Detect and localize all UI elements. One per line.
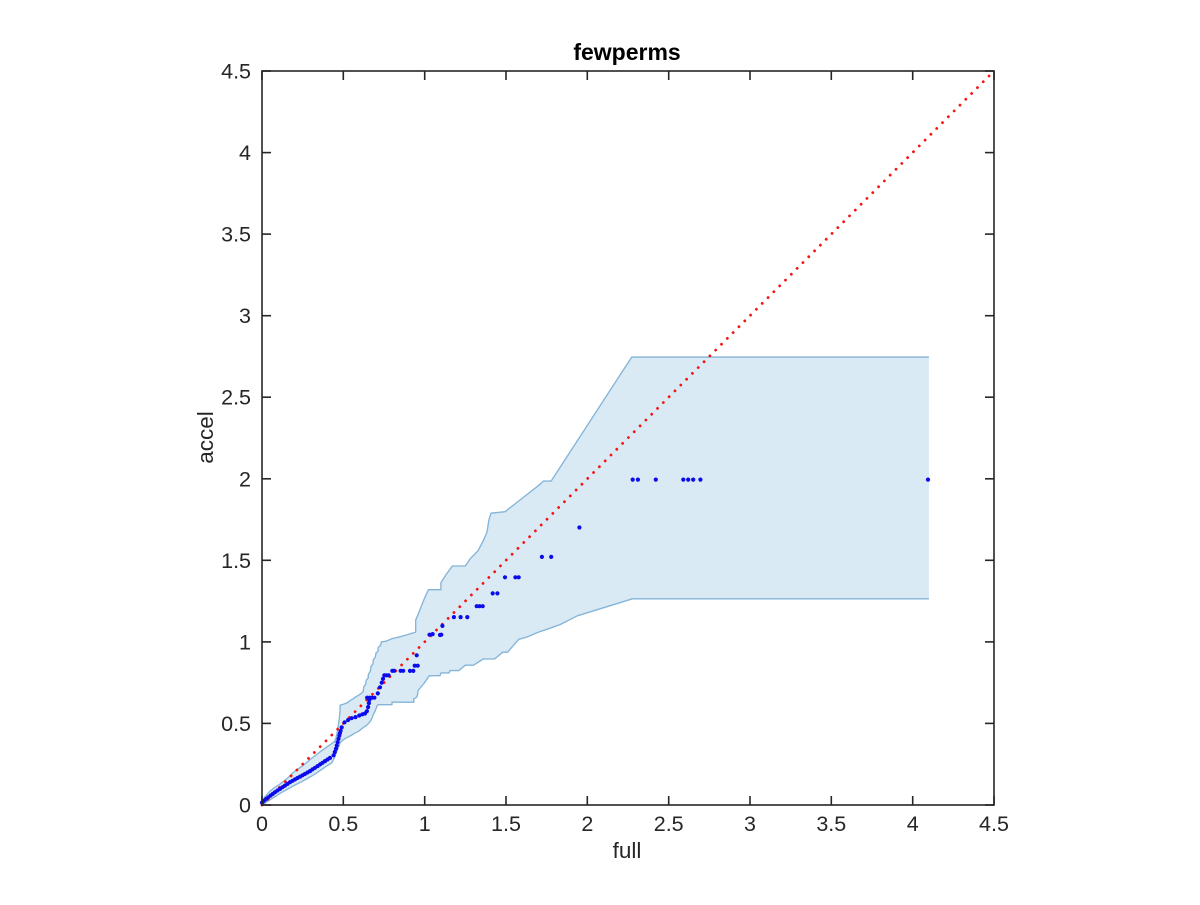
svg-text:0: 0	[256, 812, 268, 836]
svg-text:2: 2	[581, 812, 593, 836]
svg-text:4: 4	[239, 141, 251, 165]
svg-text:4.5: 4.5	[221, 60, 251, 84]
svg-text:4.5: 4.5	[979, 812, 1009, 836]
svg-text:3.5: 3.5	[816, 812, 846, 836]
svg-text:1.5: 1.5	[221, 549, 251, 573]
svg-text:0.5: 0.5	[221, 712, 251, 736]
svg-text:fewperms: fewperms	[573, 39, 680, 65]
svg-text:accel: accel	[193, 411, 218, 464]
svg-text:3.5: 3.5	[221, 223, 251, 247]
svg-text:0.5: 0.5	[328, 812, 358, 836]
svg-text:2.5: 2.5	[221, 386, 251, 410]
svg-text:2: 2	[239, 467, 251, 491]
svg-text:1: 1	[239, 630, 251, 654]
svg-text:4: 4	[907, 812, 919, 836]
svg-text:3: 3	[744, 812, 756, 836]
svg-text:0: 0	[239, 794, 251, 818]
svg-text:1: 1	[419, 812, 431, 836]
svg-text:2.5: 2.5	[654, 812, 684, 836]
svg-text:3: 3	[239, 304, 251, 328]
svg-text:full: full	[613, 838, 642, 863]
svg-text:1.5: 1.5	[491, 812, 521, 836]
